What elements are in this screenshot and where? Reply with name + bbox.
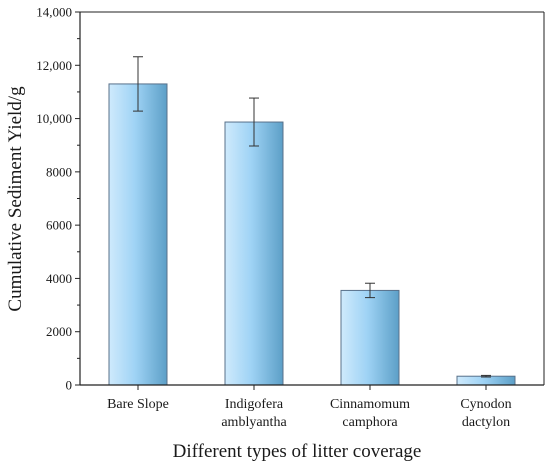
- x-tick-label: amblyantha: [221, 415, 287, 430]
- bar: [456, 375, 516, 386]
- y-tick-label: 0: [66, 378, 73, 393]
- y-tick-label: 6000: [46, 218, 72, 233]
- labels-layer: Bare Slope Indigofera amblyantha Cinnamomum…: [36, 5, 511, 431]
- bar: [108, 83, 168, 386]
- x-tick-label: Cynodon: [460, 397, 511, 412]
- y-tick-label: 8000: [46, 164, 72, 179]
- bars-layer: [108, 83, 516, 386]
- x-tick-label: Cinnamomum: [330, 397, 410, 412]
- y-tick-label: 2000: [46, 324, 72, 339]
- y-tick-label: 12,000: [36, 58, 72, 73]
- x-tick-label: Bare Slope: [107, 397, 169, 412]
- x-tick-label: camphora: [342, 415, 398, 430]
- axes-layer: [75, 11, 545, 390]
- bar: [224, 121, 284, 386]
- bar: [340, 289, 400, 386]
- x-tick-label: dactylon: [462, 415, 510, 430]
- y-tick-label: 10,000: [36, 111, 72, 126]
- x-axis-title: Different types of litter coverage: [173, 441, 422, 462]
- y-tick-label: 14,000: [36, 5, 72, 20]
- y-tick-label: 4000: [46, 271, 72, 286]
- y-axis-title: Cumulative Sediment Yield/g: [5, 86, 26, 312]
- x-tick-label: Indigofera: [225, 397, 284, 412]
- error-bars-layer: [133, 56, 491, 378]
